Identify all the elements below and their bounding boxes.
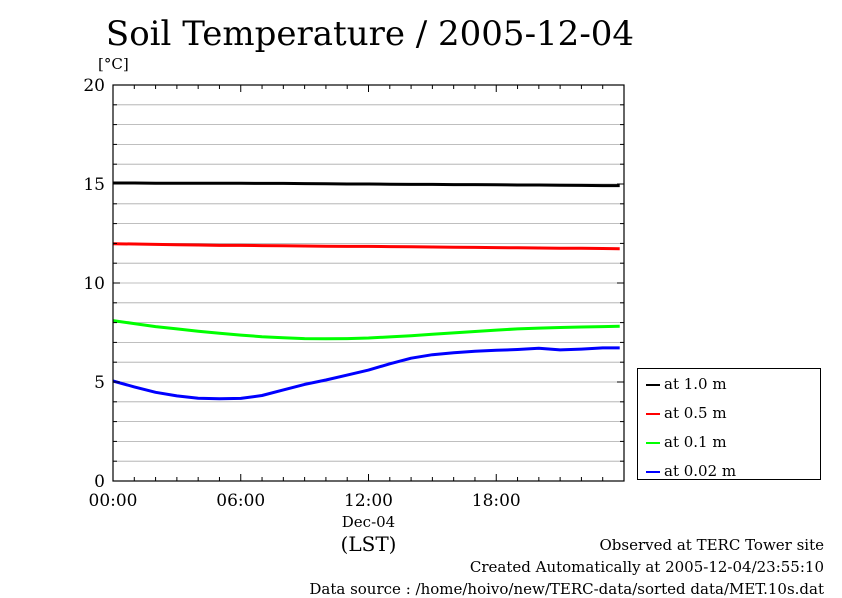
x-date-label: Dec-04	[342, 513, 395, 531]
series-line-0	[113, 181, 620, 188]
axes: 0 5 10 15 20 00:00 06:00 12:00 18:00 Dec-04(LST)	[83, 76, 624, 556]
y-tick-label: 5	[94, 373, 105, 393]
y-tick-label: 10	[83, 274, 105, 294]
x-tick-label: 00:00	[89, 491, 138, 511]
x-tick-label: 18:00	[472, 491, 521, 511]
legend-swatch	[646, 442, 660, 444]
series-line-1	[112, 242, 620, 251]
data-source-note: Data source : /home/hoivo/new/TERC-data/…	[309, 580, 824, 598]
legend-label: at 0.5 m	[664, 404, 727, 422]
legend-item: at 0.1 m	[646, 433, 727, 451]
grid-lines	[113, 104, 624, 462]
observed-note: Observed at TERC Tower site	[599, 536, 824, 554]
legend-item: at 0.5 m	[646, 404, 727, 422]
chart-legend: at 1.0 m at 0.5 m at 0.1 m at 0.02 m	[637, 368, 821, 480]
legend-label: at 1.0 m	[664, 375, 727, 393]
legend-label: at 0.1 m	[664, 433, 727, 451]
y-tick-label: 0	[94, 472, 105, 492]
legend-item: at 1.0 m	[646, 375, 727, 393]
x-tick-label: 06:00	[216, 491, 265, 511]
y-axis-label: [°C]	[98, 55, 129, 73]
legend-item: at 0.02 m	[646, 462, 736, 480]
legend-swatch	[646, 413, 660, 415]
series-line-3	[112, 346, 620, 401]
legend-swatch	[646, 471, 660, 473]
y-tick-label: 20	[83, 76, 105, 96]
chart-title: Soil Temperature / 2005-12-04	[105, 14, 635, 54]
legend-label: at 0.02 m	[664, 462, 737, 480]
series-line-2	[112, 319, 620, 341]
series-layer	[112, 181, 620, 401]
x-tick-label: 12:00	[344, 491, 393, 511]
legend-swatch	[646, 384, 660, 386]
created-note: Created Automatically at 2005-12-04/23:5…	[469, 558, 824, 576]
y-tick-label: 15	[83, 175, 105, 195]
x-axis-label: (LST)	[341, 532, 397, 556]
